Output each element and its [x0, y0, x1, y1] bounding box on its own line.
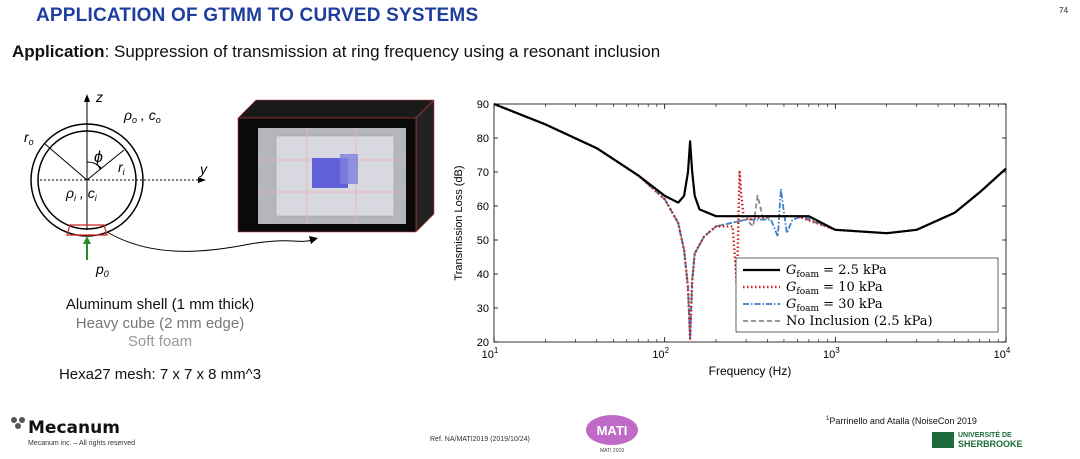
inner-ring — [37, 130, 137, 230]
phi-label: ϕ — [94, 149, 103, 166]
subtitle-text: : Suppression of transmission at ring fr… — [104, 42, 661, 61]
sherbrooke-logo-icon — [932, 432, 954, 448]
y-tick-label: 30 — [477, 303, 489, 315]
cube-top-face — [237, 99, 435, 119]
series-line-1 — [493, 102, 1007, 235]
cube-side-face — [415, 99, 435, 233]
x-ticks: 101 102 103 104 — [482, 104, 1011, 361]
legend-label: Gfoam = 2.5 kPa — [786, 263, 887, 280]
mecanum-logo: Mecanum — [28, 418, 120, 438]
x-axis-label: Frequency (Hz) — [709, 364, 792, 378]
x-tick-label: 102 — [652, 346, 669, 361]
phi-arrow-icon — [97, 164, 102, 170]
z-label: z — [95, 89, 103, 105]
slide-title: APPLICATION OF GTMM TO CURVED SYSTEMS — [36, 5, 479, 26]
heavy-cube-side — [340, 154, 358, 184]
mati-logo-text: MATI — [597, 423, 628, 438]
outer-radius-line — [44, 143, 88, 181]
material-shell: Aluminum shell (1 mm thick) — [65, 296, 255, 313]
sherbrooke-logo: UNIVERSITÉ DE SHERBROOKE — [958, 432, 1023, 449]
y-tick-label: 90 — [477, 99, 489, 111]
ri-label: ri — [118, 159, 126, 177]
p0-label: p0 — [95, 261, 109, 279]
material-foam: Soft foam — [127, 333, 193, 350]
y-tick-label: 20 — [477, 337, 489, 349]
legend-label: Gfoam = 30 kPa — [786, 297, 883, 314]
y-tick-label: 80 — [477, 133, 489, 145]
mesh-description: Hexa27 mesh: 7 x 7 x 8 mm^3 — [58, 366, 262, 383]
ring-schematic: z y ro ri ϕ ρo , co ρi , ci p0 — [24, 89, 435, 279]
x-tick-label: 101 — [482, 346, 499, 361]
y-tick-label: 50 — [477, 235, 489, 247]
page-number: 74 — [1059, 6, 1068, 15]
transmission-loss-chart: 20 30 40 50 60 70 80 90 101 102 103 104 Transmissi… — [453, 99, 1011, 378]
subtitle-bold: Application — [12, 42, 105, 61]
force-arrow-icon — [83, 236, 91, 244]
z-axis-arrow-icon — [84, 94, 90, 102]
inner-medium-label: ρi , ci — [65, 185, 98, 203]
series-group — [493, 102, 1007, 340]
x-tick-label: 104 — [994, 346, 1011, 361]
y-tick-label: 70 — [477, 167, 489, 179]
connector-arrow-icon — [309, 236, 318, 244]
material-cube: Heavy cube (2 mm edge) — [75, 315, 245, 332]
legend-label: Gfoam = 10 kPa — [786, 280, 883, 297]
y-ticks: 20 30 40 50 60 70 80 90 — [477, 99, 1006, 349]
y-label: y — [199, 161, 208, 177]
y-axis-label: Transmission Loss (dB) — [453, 165, 465, 280]
reference-text: Ref. NA/MATI2019 (2019/10/24) — [430, 436, 530, 443]
y-tick-label: 60 — [477, 201, 489, 213]
legend-label: No Inclusion (2.5 kPa) — [786, 314, 933, 329]
citation: 1Parrinello and Atalla (NoiseCon 2019 — [826, 416, 977, 426]
mati-logo-icon — [586, 415, 638, 445]
ro-label: ro — [24, 129, 34, 147]
slide-subtitle: Application: Suppression of transmission… — [12, 42, 660, 62]
y-tick-label: 40 — [477, 269, 489, 281]
mecanum-logo-icon — [8, 414, 30, 432]
mati-logo: MATI MATI 2019 — [584, 414, 640, 454]
x-tick-label: 103 — [823, 346, 840, 361]
inclusion-patch — [66, 224, 108, 236]
outer-medium-label: ρo , co — [123, 107, 161, 125]
foam-cube — [237, 99, 435, 233]
rights-text: Mecanum inc. – All rights reserved — [28, 440, 135, 447]
y-axis-arrow-icon — [198, 177, 206, 183]
connector-curve — [106, 231, 313, 252]
mati-year: MATI 2019 — [600, 448, 624, 454]
series-line-3 — [493, 103, 1007, 340]
inner-radius-line — [86, 149, 125, 181]
